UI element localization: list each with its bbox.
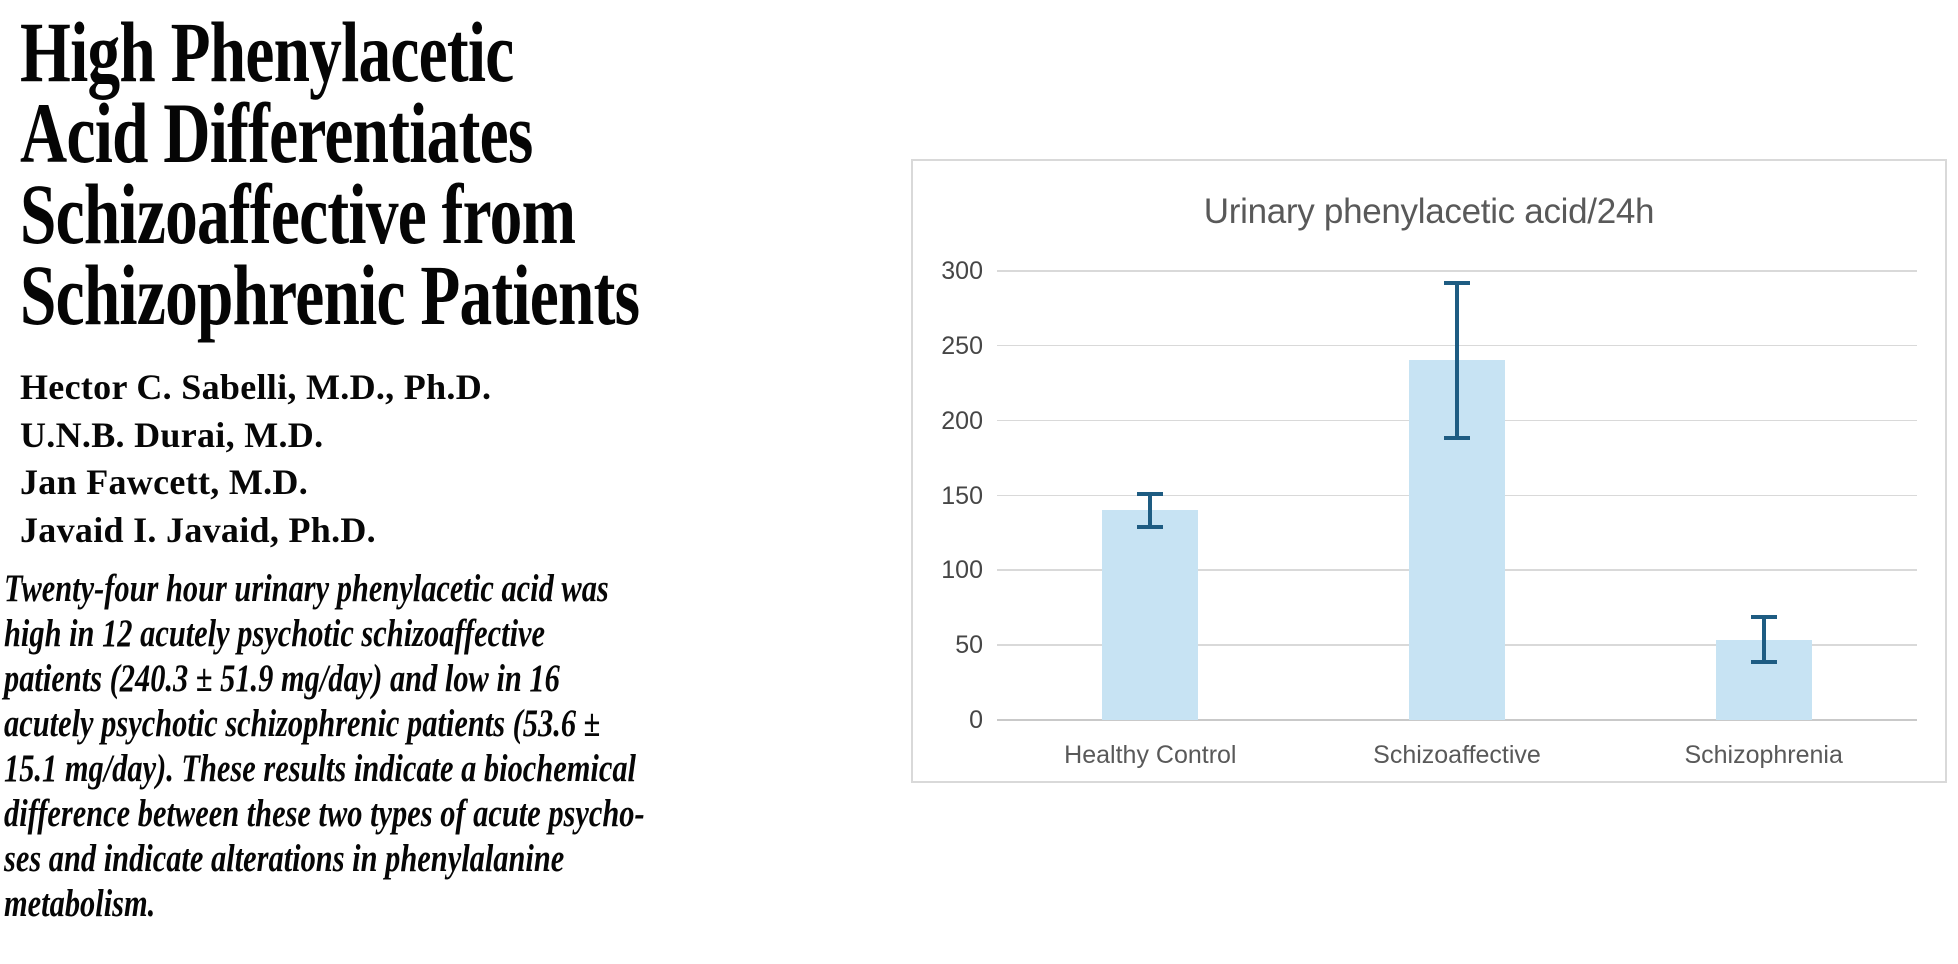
category-label-healthy-control: Healthy Control — [1064, 741, 1237, 769]
paper-abstract: Twenty-four hour urinary phenylacetic ac… — [4, 566, 825, 926]
author-line-1: U.N.B. Durai, M.D. — [20, 414, 324, 455]
error-bar-schizophrenia — [1761, 617, 1766, 663]
plot-area: Healthy Control Schizoaffective Schizophre… — [997, 270, 1917, 769]
abstract-line-3: acutely psychotic schizophrenic patients… — [4, 702, 601, 745]
y-tick-label-300: 300 — [941, 257, 983, 285]
y-tick-label-0: 0 — [969, 706, 983, 734]
paper-title: High Phenylacetic Acid Differentiates Schi… — [20, 4, 835, 343]
error-cap-top-schizophrenia — [1750, 615, 1777, 620]
title-line-1: Acid Differentiates — [20, 85, 533, 181]
y-tick-label-200: 200 — [941, 406, 983, 435]
bar-healthy-control — [1102, 510, 1199, 720]
chart-card: Urinary phenylacetic acid/24h Healthy Co… — [911, 159, 1947, 783]
author-line-0: Hector C. Sabelli, M.D., Ph.D. — [20, 367, 492, 407]
y-tick-label-100: 100 — [941, 556, 983, 585]
y-tick-label-250: 250 — [941, 331, 983, 360]
abstract-line-5: difference between these two types of ac… — [4, 792, 645, 835]
y-tick-label-150: 150 — [941, 481, 983, 510]
title-line-2: Schizoaffective from — [20, 166, 576, 262]
error-bar-schizoaffective — [1455, 282, 1459, 439]
error-cap-top-healthy-control — [1137, 492, 1164, 496]
abstract-line-2: patients (240.3 ± 51.9 mg/day) and low i… — [4, 657, 560, 700]
error-cap-bottom-schizophrenia — [1750, 660, 1777, 665]
error-cap-bottom-schizoaffective — [1444, 436, 1470, 441]
abstract-line-1: high in 12 acutely psychotic schizoaffec… — [4, 612, 546, 655]
error-cap-bottom-healthy-control — [1137, 524, 1164, 529]
x-axis-line — [997, 719, 1917, 721]
error-bar-healthy-control — [1148, 494, 1153, 527]
category-label-schizoaffective: Schizoaffective — [1373, 741, 1541, 769]
chart-title: Urinary phenylacetic acid/24h — [1203, 192, 1655, 231]
error-cap-top-schizoaffective — [1444, 280, 1470, 285]
title-line-3: Schizophrenic Patients — [20, 247, 640, 343]
y-tick-label-50: 50 — [955, 631, 983, 660]
abstract-line-0: Twenty-four hour urinary phenylacetic ac… — [4, 567, 609, 610]
paper-column: High Phenylacetic Acid Differentiates Schi… — [0, 0, 700, 964]
gridline-300 — [997, 270, 1917, 272]
paper-authors: Hector C. Sabelli, M.D., Ph.D. U.N.B. Dur… — [20, 364, 491, 554]
category-label-schizophrenia: Schizophrenia — [1684, 741, 1843, 769]
author-line-3: Javaid I. Javaid, Ph.D. — [20, 509, 376, 550]
title-line-0: High Phenylacetic — [20, 4, 514, 100]
abstract-line-6: ses and indicate alterations in phenylal… — [4, 837, 565, 880]
author-line-2: Jan Fawcett, M.D. — [20, 462, 309, 502]
abstract-line-4: 15.1 mg/day). These results indicate a b… — [4, 747, 637, 790]
abstract-line-7: metabolism. — [4, 882, 156, 925]
